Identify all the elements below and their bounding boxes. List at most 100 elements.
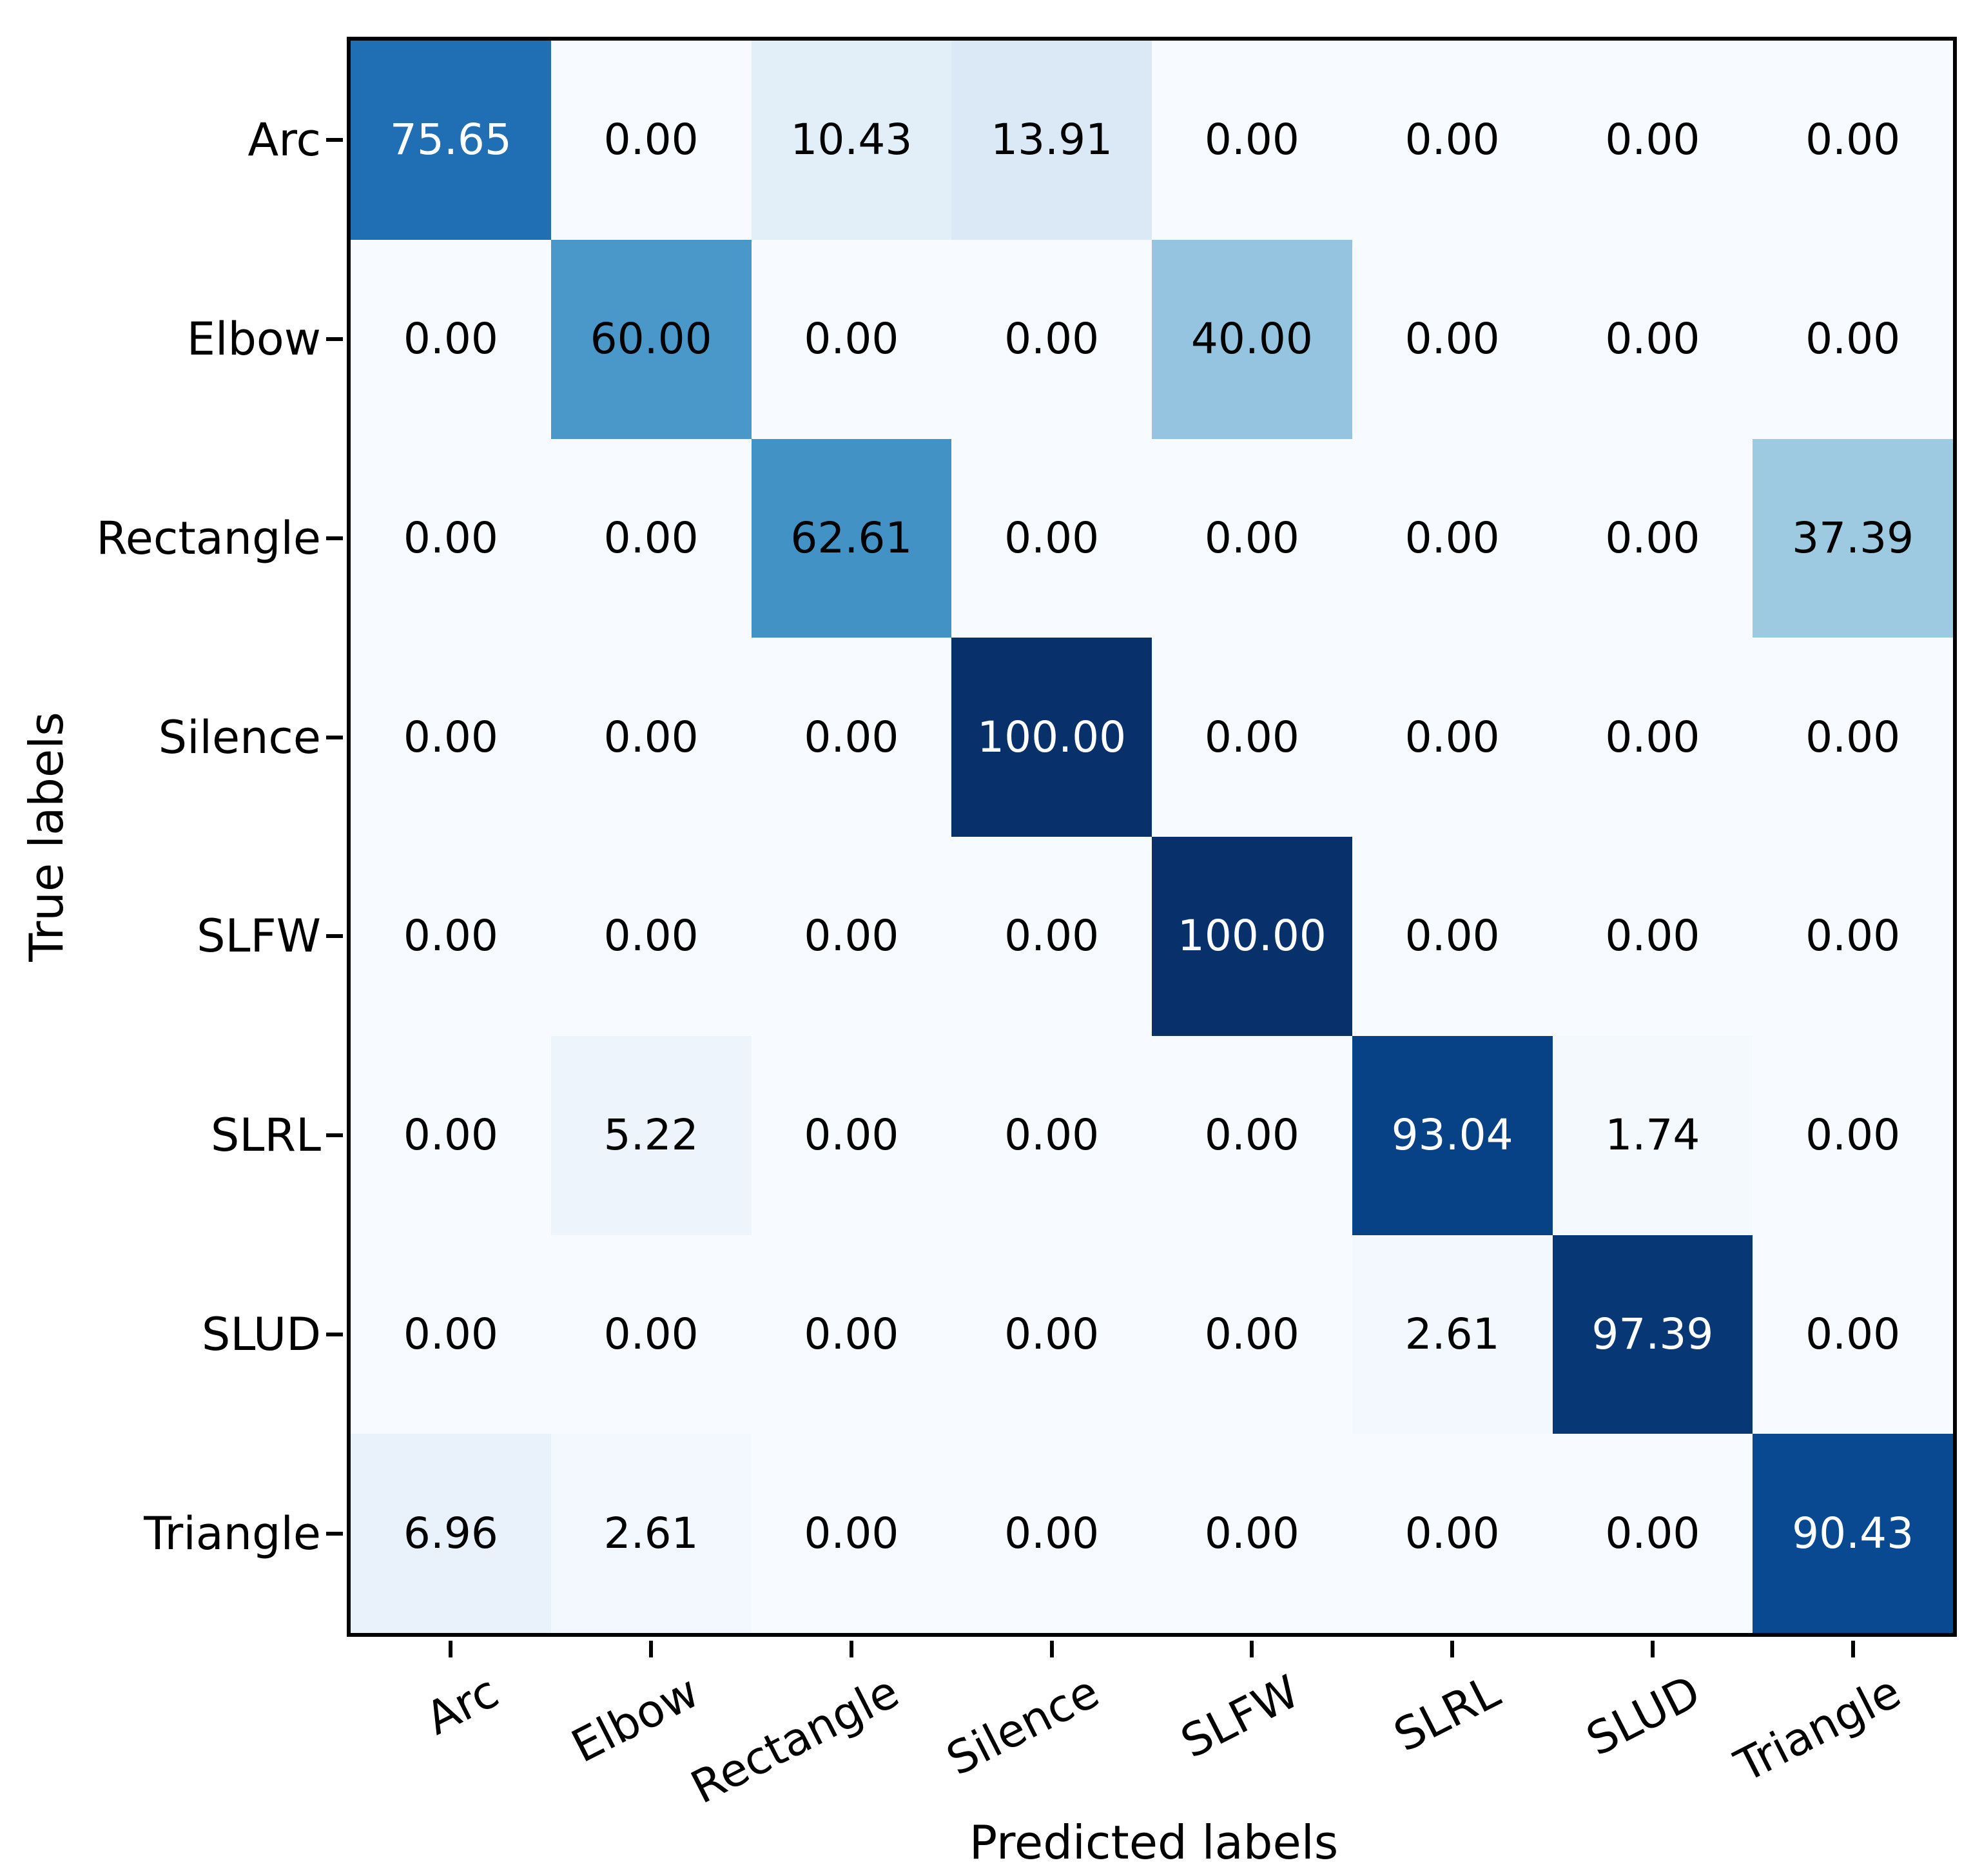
cell-value: 0.00 — [1204, 1309, 1299, 1359]
x-tick-label-wrap: Arc — [0, 1665, 506, 1746]
cell-value: 0.00 — [1004, 911, 1100, 961]
cell-value: 0.00 — [403, 314, 498, 364]
cell-value: 5.22 — [603, 1110, 699, 1160]
matrix-cell-SLUD-Silence: 0.00 — [951, 1235, 1152, 1434]
matrix-cell-Triangle-Triangle: 90.43 — [1753, 1434, 1953, 1633]
matrix-cell-SLRL-SLRL: 93.04 — [1352, 1035, 1553, 1235]
x-axis-tick — [649, 1641, 654, 1657]
matrix-cell-Elbow-SLRL: 0.00 — [1352, 239, 1553, 439]
y-axis-tick — [326, 1332, 343, 1336]
cell-value: 0.00 — [1404, 513, 1500, 563]
matrix-cell-SLFW-Rectangle: 0.00 — [751, 837, 952, 1036]
matrix-cell-SLFW-SLUD: 0.00 — [1552, 837, 1753, 1036]
matrix-cell-Elbow-SLFW: 40.00 — [1152, 239, 1352, 439]
matrix-cell-Arc-Triangle: 0.00 — [1753, 41, 1953, 240]
cell-value: 0.00 — [1605, 314, 1700, 364]
matrix-cell-Arc-SLUD: 0.00 — [1552, 41, 1753, 240]
cell-value: 0.00 — [603, 712, 699, 762]
matrix-cell-Silence-Arc: 0.00 — [351, 638, 551, 837]
x-axis-tick — [1250, 1641, 1254, 1657]
cell-value: 0.00 — [1204, 115, 1299, 165]
matrix-cell-SLUD-SLUD: 97.39 — [1552, 1235, 1753, 1434]
matrix-cell-SLRL-Silence: 0.00 — [951, 1035, 1152, 1235]
heatmap-grid: 75.65 0.00 10.43 13.91 0.00 0.00 0.00 0.00 0.00 6… — [351, 41, 1953, 1633]
matrix-cell-Rectangle-Arc: 0.00 — [351, 438, 551, 638]
cell-value: 0.00 — [1404, 115, 1500, 165]
cell-value: 0.00 — [804, 1309, 899, 1359]
y-axis-tick — [326, 536, 343, 540]
cell-value: 0.00 — [1204, 1110, 1299, 1160]
y-tick-label-Silence: Silence — [158, 710, 321, 764]
cell-value: 0.00 — [1605, 1508, 1700, 1558]
matrix-cell-Silence-Elbow: 0.00 — [550, 638, 752, 837]
cell-value: 2.61 — [603, 1508, 699, 1558]
cell-value: 0.00 — [1605, 712, 1700, 762]
matrix-cell-Elbow-SLUD: 0.00 — [1552, 239, 1753, 439]
cell-value: 0.00 — [1605, 911, 1700, 961]
matrix-cell-SLFW-SLFW: 100.00 — [1152, 837, 1352, 1036]
cell-value: 6.96 — [403, 1508, 498, 1558]
cell-value: 0.00 — [1004, 1110, 1100, 1160]
y-tick-label-SLRL: SLRL — [210, 1109, 321, 1162]
matrix-cell-Silence-SLRL: 0.00 — [1352, 638, 1553, 837]
cell-value: 0.00 — [804, 712, 899, 762]
x-axis-tick — [1851, 1641, 1855, 1657]
cell-value: 0.00 — [403, 911, 498, 961]
x-tick-label-wrap: Silence — [0, 1665, 1107, 1786]
cell-value: 0.00 — [1404, 314, 1500, 364]
matrix-cell-Rectangle-Triangle: 37.39 — [1753, 438, 1953, 638]
cell-value: 75.65 — [389, 115, 512, 165]
cell-value: 0.00 — [1404, 1508, 1500, 1558]
x-tick-label-wrap: SLFW — [0, 1665, 1308, 1769]
cell-value: 0.00 — [603, 911, 699, 961]
cell-value: 90.43 — [1792, 1508, 1914, 1558]
matrix-cell-SLUD-Elbow: 0.00 — [550, 1235, 752, 1434]
y-axis-tick — [326, 934, 343, 939]
y-axis-title: True labels — [19, 712, 73, 962]
matrix-cell-Elbow-Silence: 0.00 — [951, 239, 1152, 439]
matrix-cell-SLUD-Rectangle: 0.00 — [751, 1235, 952, 1434]
matrix-cell-Triangle-Silence: 0.00 — [951, 1434, 1152, 1633]
cell-value: 0.00 — [1805, 115, 1901, 165]
cell-value: 0.00 — [1204, 712, 1299, 762]
x-tick-label-Triangle: Triangle — [1726, 1665, 1909, 1793]
matrix-cell-SLFW-Triangle: 0.00 — [1753, 837, 1953, 1036]
cell-value: 0.00 — [1805, 911, 1901, 961]
matrix-cell-SLUD-SLRL: 2.61 — [1352, 1235, 1553, 1434]
cell-value: 0.00 — [603, 115, 699, 165]
matrix-cell-SLFW-Arc: 0.00 — [351, 837, 551, 1036]
cell-value: 93.04 — [1391, 1110, 1513, 1160]
cell-value: 0.00 — [1805, 314, 1901, 364]
cell-value: 13.91 — [991, 115, 1113, 165]
cell-value: 0.00 — [1805, 1110, 1901, 1160]
matrix-cell-Silence-Rectangle: 0.00 — [751, 638, 952, 837]
matrix-cell-SLRL-Rectangle: 0.00 — [751, 1035, 952, 1235]
cell-value: 0.00 — [1404, 911, 1500, 961]
cell-value: 0.00 — [804, 314, 899, 364]
x-axis-title: Predicted labels — [969, 1815, 1339, 1870]
x-tick-label-wrap: Elbow — [0, 1665, 707, 1773]
y-tick-label-Triangle: Triangle — [144, 1507, 321, 1560]
cell-value: 0.00 — [804, 911, 899, 961]
matrix-cell-Arc-Rectangle: 10.43 — [751, 41, 952, 240]
matrix-cell-Triangle-Arc: 6.96 — [351, 1434, 551, 1633]
cell-value: 0.00 — [1204, 1508, 1299, 1558]
matrix-cell-Triangle-Rectangle: 0.00 — [751, 1434, 952, 1633]
matrix-cell-Silence-SLFW: 0.00 — [1152, 638, 1352, 837]
cell-value: 97.39 — [1591, 1309, 1714, 1359]
cell-value: 0.00 — [403, 1309, 498, 1359]
x-tick-label-Elbow: Elbow — [563, 1665, 707, 1773]
cell-value: 0.00 — [1004, 314, 1100, 364]
cell-value: 0.00 — [403, 513, 498, 563]
x-axis-tick — [849, 1641, 853, 1657]
matrix-cell-Arc-Arc: 75.65 — [351, 41, 551, 240]
cell-value: 0.00 — [403, 712, 498, 762]
y-tick-label-Elbow: Elbow — [186, 313, 321, 366]
x-axis-tick — [1049, 1641, 1054, 1657]
matrix-cell-Triangle-SLFW: 0.00 — [1152, 1434, 1352, 1633]
axes-border: 75.65 0.00 10.43 13.91 0.00 0.00 0.00 0.00 0.00 6… — [347, 37, 1957, 1637]
matrix-cell-SLRL-Arc: 0.00 — [351, 1035, 551, 1235]
cell-value: 37.39 — [1792, 513, 1914, 563]
matrix-cell-Rectangle-SLFW: 0.00 — [1152, 438, 1352, 638]
y-tick-label-Arc: Arc — [248, 113, 321, 167]
